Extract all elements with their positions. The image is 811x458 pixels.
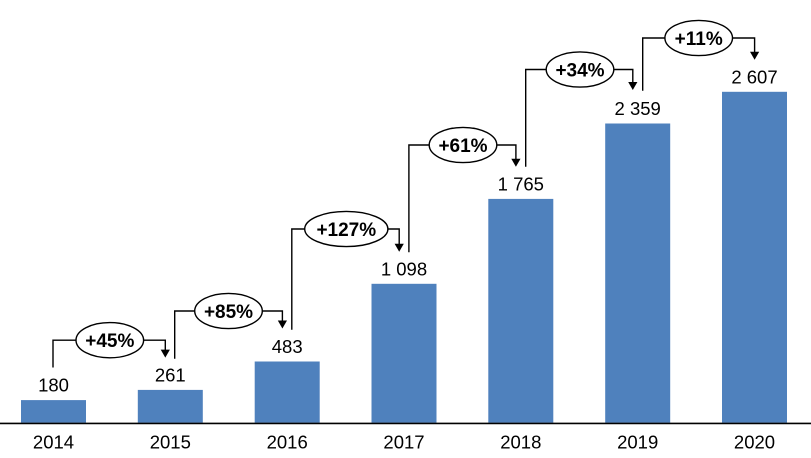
- svg-text:+11%: +11%: [675, 29, 723, 50]
- svg-text:+45%: +45%: [85, 331, 134, 352]
- svg-text:+127%: +127%: [316, 220, 376, 241]
- svg-text:180: 180: [38, 375, 69, 396]
- svg-text:2016: 2016: [267, 432, 308, 453]
- svg-text:2018: 2018: [500, 432, 541, 453]
- svg-text:+34%: +34%: [555, 60, 604, 81]
- svg-text:2020: 2020: [734, 432, 775, 453]
- svg-text:+85%: +85%: [204, 302, 253, 323]
- svg-text:+61%: +61%: [438, 136, 487, 157]
- svg-text:1 765: 1 765: [498, 173, 544, 194]
- svg-text:2014: 2014: [33, 432, 74, 453]
- svg-text:2019: 2019: [617, 432, 658, 453]
- svg-text:483: 483: [272, 336, 303, 357]
- svg-text:2 607: 2 607: [731, 66, 777, 87]
- svg-text:1 098: 1 098: [381, 258, 427, 279]
- svg-text:261: 261: [155, 364, 186, 385]
- svg-text:2015: 2015: [150, 432, 191, 453]
- svg-text:2017: 2017: [383, 432, 424, 453]
- svg-text:2 359: 2 359: [615, 98, 661, 119]
